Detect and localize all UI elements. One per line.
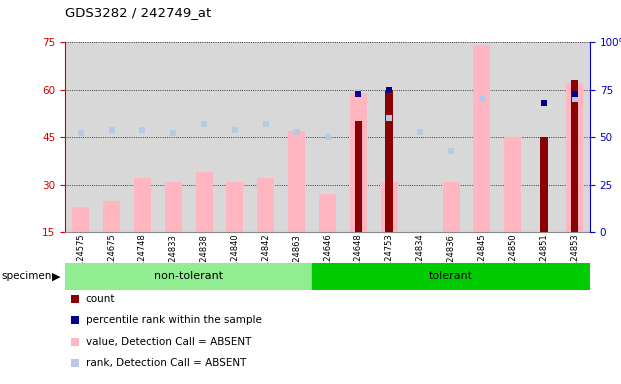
Bar: [165, 182, 182, 232]
Bar: [381, 182, 398, 232]
Point: [353, 91, 363, 97]
Point: [199, 121, 209, 127]
Bar: [196, 172, 212, 232]
Bar: [540, 137, 548, 232]
Bar: [559, 42, 590, 232]
Text: specimen: specimen: [1, 271, 52, 281]
Text: GDS3282 / 242749_at: GDS3282 / 242749_at: [65, 6, 212, 19]
Bar: [312, 42, 343, 232]
Bar: [134, 179, 151, 232]
Point: [292, 129, 302, 135]
Bar: [103, 200, 120, 232]
Bar: [343, 42, 374, 232]
Text: value, Detection Call = ABSENT: value, Detection Call = ABSENT: [86, 337, 251, 347]
Bar: [405, 42, 435, 232]
Point: [76, 131, 86, 137]
Bar: [466, 42, 497, 232]
Bar: [189, 42, 220, 232]
Bar: [571, 80, 578, 232]
Bar: [227, 182, 243, 232]
Bar: [65, 263, 312, 290]
Bar: [412, 232, 428, 235]
Bar: [386, 90, 393, 232]
Bar: [504, 137, 521, 232]
Point: [322, 134, 332, 141]
Point: [538, 100, 548, 106]
Point: [569, 91, 579, 97]
Bar: [350, 93, 367, 232]
Text: non-tolerant: non-tolerant: [154, 271, 223, 281]
Bar: [497, 42, 528, 232]
Bar: [528, 42, 559, 232]
Point: [384, 115, 394, 121]
Bar: [158, 42, 189, 232]
Bar: [220, 42, 250, 232]
Bar: [288, 131, 305, 232]
Bar: [319, 194, 336, 232]
Point: [415, 129, 425, 135]
Point: [353, 89, 363, 95]
Point: [569, 96, 579, 103]
Bar: [566, 83, 583, 232]
Point: [446, 147, 456, 154]
Point: [137, 127, 147, 133]
Point: [477, 96, 487, 103]
Bar: [96, 42, 127, 232]
Text: rank, Detection Call = ABSENT: rank, Detection Call = ABSENT: [86, 358, 246, 368]
Point: [107, 127, 117, 133]
Text: ▶: ▶: [52, 271, 61, 281]
Point: [261, 121, 271, 127]
Bar: [312, 263, 590, 290]
Text: count: count: [86, 295, 116, 305]
Bar: [127, 42, 158, 232]
Bar: [374, 42, 405, 232]
Bar: [355, 121, 362, 232]
Point: [168, 131, 178, 137]
Bar: [250, 42, 281, 232]
Point: [230, 127, 240, 133]
Point: [384, 87, 394, 93]
Bar: [257, 179, 274, 232]
Text: percentile rank within the sample: percentile rank within the sample: [86, 316, 261, 326]
Bar: [65, 42, 96, 232]
Bar: [435, 42, 466, 232]
Text: tolerant: tolerant: [429, 271, 473, 281]
Bar: [72, 207, 89, 232]
Bar: [473, 45, 491, 232]
Bar: [281, 42, 312, 232]
Bar: [443, 182, 460, 232]
